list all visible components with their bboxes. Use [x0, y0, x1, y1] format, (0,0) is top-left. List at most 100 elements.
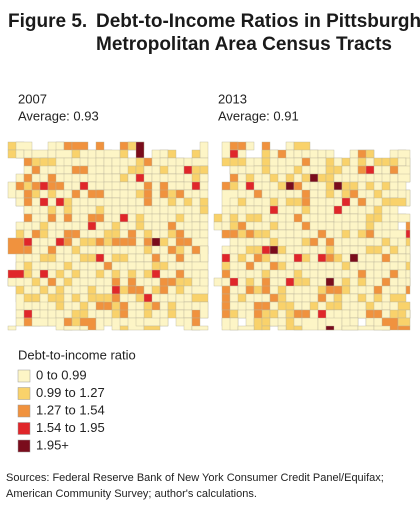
tract [397, 317, 411, 327]
tract [317, 245, 327, 255]
tract [253, 317, 263, 331]
tract [389, 293, 407, 303]
map [213, 141, 411, 331]
tract [167, 149, 177, 159]
tract [175, 309, 185, 319]
tract [349, 213, 359, 223]
tract [175, 221, 185, 231]
tract [365, 229, 375, 239]
tract [253, 285, 263, 295]
tract [23, 245, 33, 255]
tract [71, 213, 81, 223]
tract [309, 269, 319, 279]
tract [199, 165, 209, 175]
tract [229, 309, 239, 319]
tract [39, 277, 49, 287]
tract [397, 325, 411, 331]
tract [373, 253, 383, 263]
tract [103, 261, 113, 271]
legend-swatch [17, 422, 31, 435]
tract [301, 317, 319, 331]
tract [31, 317, 49, 327]
tract [127, 173, 137, 183]
legend-label: 1.95+ [36, 437, 69, 452]
tract [349, 317, 359, 327]
tract [47, 253, 57, 263]
tract [143, 309, 153, 319]
tract [269, 221, 279, 231]
tract [183, 269, 193, 279]
figure-label: Figure 5. [8, 11, 87, 32]
tract [175, 157, 185, 167]
tract [285, 181, 295, 191]
tract [159, 213, 169, 223]
tract [397, 285, 407, 295]
tract [191, 157, 209, 167]
tract [119, 181, 129, 191]
tract [293, 317, 303, 327]
legend-label: 0 to 0.99 [36, 367, 87, 382]
tract [269, 269, 279, 279]
tract [63, 237, 73, 247]
tract [167, 253, 177, 263]
tract [309, 237, 319, 247]
tract [333, 189, 343, 199]
tract [71, 261, 81, 271]
tract [237, 165, 247, 175]
tract [63, 165, 73, 175]
tract [317, 149, 327, 159]
tract [79, 301, 89, 311]
tract [221, 213, 231, 223]
tract [175, 253, 185, 263]
tract [127, 197, 137, 207]
tract [269, 205, 279, 215]
tract [151, 245, 161, 255]
tract [301, 277, 311, 287]
tract [191, 197, 201, 207]
tract [237, 309, 247, 319]
tract [325, 149, 335, 159]
tract [127, 213, 137, 223]
tract [71, 181, 81, 191]
tract [95, 213, 105, 223]
tract [213, 277, 223, 287]
tract [325, 277, 335, 287]
tract [79, 229, 89, 239]
tract [229, 317, 239, 331]
tract [71, 141, 89, 151]
tract [183, 317, 193, 331]
tract [199, 173, 209, 183]
tract [63, 213, 73, 223]
tract [325, 173, 335, 183]
tract [135, 237, 145, 247]
tract [325, 213, 335, 223]
tract [191, 277, 201, 287]
tract [167, 277, 177, 287]
tract [199, 301, 209, 319]
tract [175, 197, 185, 207]
tract [95, 301, 105, 311]
tract [143, 245, 153, 255]
tract [167, 197, 177, 207]
tract [111, 237, 121, 247]
tract [79, 261, 89, 271]
tract [325, 269, 335, 279]
tract [349, 309, 359, 319]
tract [63, 269, 73, 279]
tract [103, 205, 113, 215]
tract [63, 285, 73, 295]
tract [135, 301, 145, 311]
tract [191, 293, 209, 303]
tract [229, 205, 239, 215]
tract [39, 285, 49, 295]
tract [31, 285, 41, 295]
tract [317, 253, 327, 263]
tract [325, 165, 335, 175]
tract [95, 181, 105, 191]
tract [111, 301, 121, 311]
tract [237, 277, 247, 287]
tract [159, 293, 169, 303]
tract [269, 149, 279, 159]
legend-swatch [17, 369, 31, 383]
tract [285, 205, 295, 215]
